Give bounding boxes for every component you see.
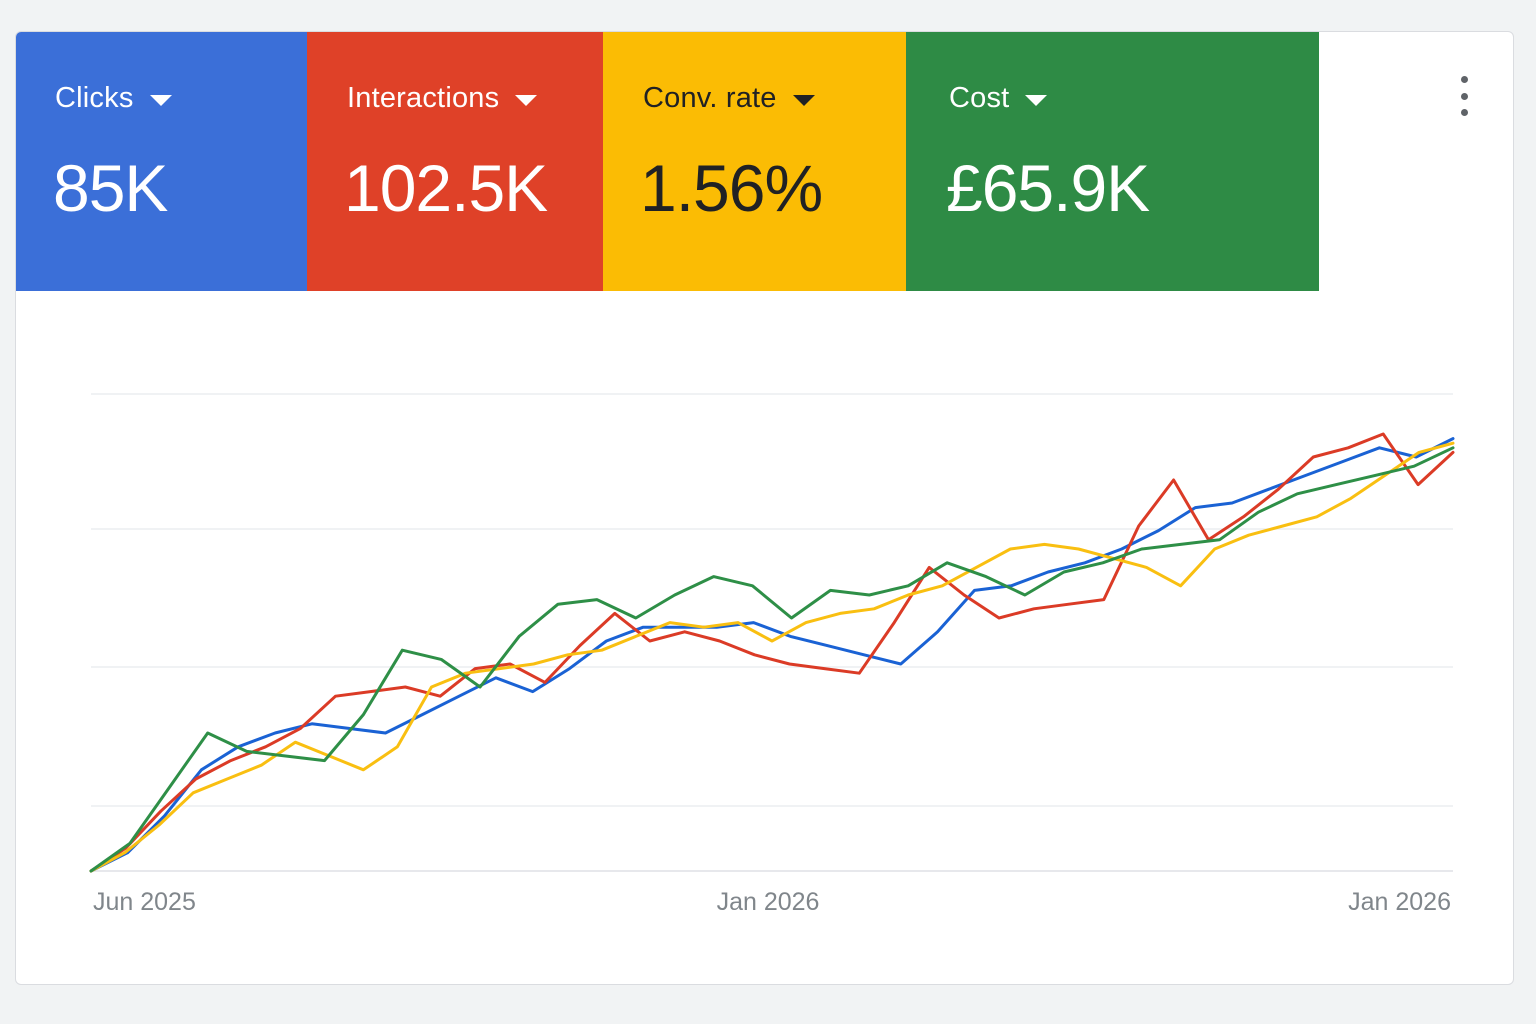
series-line-1 xyxy=(89,437,1455,873)
series-line-2 xyxy=(89,432,1455,873)
scorecard-clicks-label: Clicks xyxy=(55,82,134,114)
series-line-4 xyxy=(89,446,1455,873)
scorecard-conv-rate-value: 1.56% xyxy=(640,151,823,225)
dropdown-arrow-icon[interactable] xyxy=(515,94,538,106)
scorecard-conv-rate[interactable]: Conv. rate 1.56% xyxy=(603,32,906,291)
chart-series xyxy=(89,432,1455,873)
scorecard-label-row: Interactions xyxy=(347,82,538,115)
kebab-dot xyxy=(1460,76,1468,83)
line-chart: Jun 2025 Jan 2026 Jan 2026 xyxy=(89,393,1455,916)
series-line-3 xyxy=(89,441,1455,873)
scorecard-conv-rate-label: Conv. rate xyxy=(643,82,777,114)
scorecard-cost-label: Cost xyxy=(949,82,1010,114)
scorecard-label-row: Conv. rate xyxy=(643,82,815,115)
dropdown-arrow-icon[interactable] xyxy=(149,94,172,106)
scorecard-label-row: Clicks xyxy=(55,82,172,115)
x-tick-label: Jan 2026 xyxy=(717,888,820,916)
x-tick-label: Jun 2025 xyxy=(93,888,196,916)
scorecard-label-row: Cost xyxy=(949,82,1048,115)
scorecard-clicks-value: 85K xyxy=(53,151,168,225)
scorecard-interactions-label: Interactions xyxy=(347,82,500,114)
chart-gridlines xyxy=(91,393,1453,872)
scorecard-clicks[interactable]: Clicks 85K xyxy=(16,32,307,291)
kebab-dot xyxy=(1460,92,1468,100)
kebab-dot xyxy=(1460,109,1468,116)
scorecard-cost[interactable]: Cost £65.9K xyxy=(906,32,1319,291)
more-vert-icon[interactable] xyxy=(1452,76,1476,116)
performance-card: Clicks 85K Interactions 102.5K Conv. rat… xyxy=(15,31,1514,985)
x-tick-label: Jan 2026 xyxy=(1348,888,1451,916)
scorecard-interactions[interactable]: Interactions 102.5K xyxy=(307,32,603,291)
scorecard-interactions-value: 102.5K xyxy=(344,151,548,225)
scorecard-cost-value: £65.9K xyxy=(946,151,1150,225)
x-axis-ticks: Jun 2025 Jan 2026 Jan 2026 xyxy=(93,888,1451,916)
scorecard-row: Clicks 85K Interactions 102.5K Conv. rat… xyxy=(16,32,1319,291)
dropdown-arrow-icon[interactable] xyxy=(1025,94,1048,106)
dropdown-arrow-icon[interactable] xyxy=(792,94,815,106)
